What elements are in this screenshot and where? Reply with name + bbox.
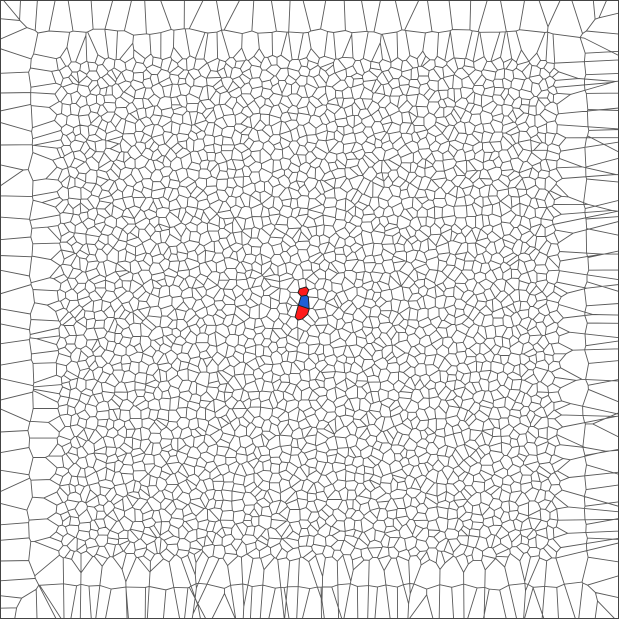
highlighted-cell-blue <box>297 294 310 310</box>
highlighted-cells <box>294 286 310 321</box>
